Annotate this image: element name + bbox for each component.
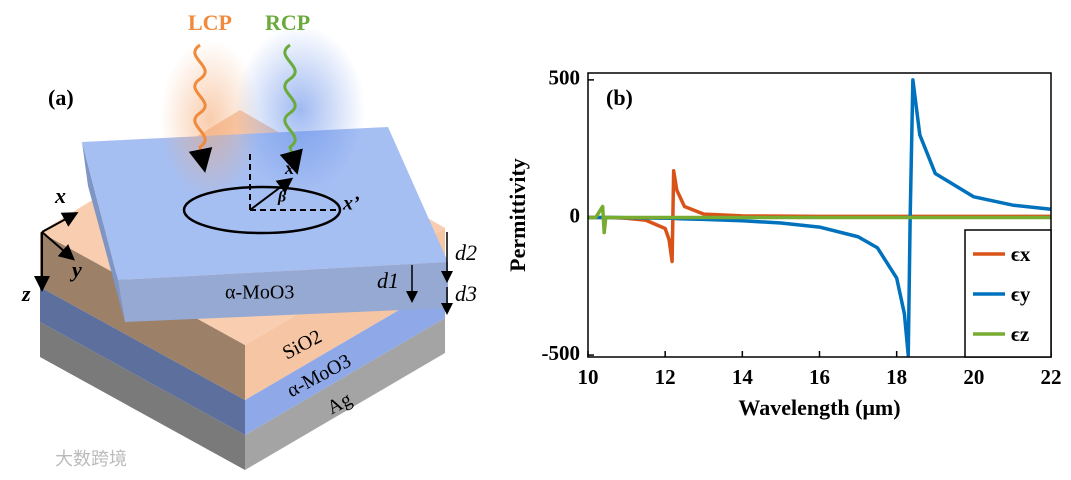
- panel-label: (a): [48, 85, 74, 110]
- thickness-label: d1: [377, 268, 399, 293]
- panel-label: (b): [606, 85, 633, 110]
- x-tick-label: 10: [578, 365, 599, 389]
- legend-label: ϵz: [1011, 322, 1029, 346]
- axis-arrow: [41, 212, 79, 233]
- angle-label: β: [277, 189, 287, 206]
- legend-label: ϵx: [1011, 242, 1031, 266]
- axis-label: x’: [342, 193, 360, 215]
- x-tick-label: 18: [886, 365, 907, 389]
- axis-label: y: [69, 257, 82, 282]
- glow: [160, 40, 260, 200]
- x-tick-label: 12: [655, 365, 676, 389]
- panel-b: 10 12 14 16 18 20 22 -500 0 500 ϵx ϵy ϵz (b) Wavelengt…: [505, 66, 1061, 420]
- glow: [235, 25, 365, 195]
- x-tick-label: 22: [1041, 365, 1062, 389]
- ag-right: [245, 318, 445, 470]
- x-axis-label: Wavelength (μm): [738, 395, 900, 420]
- x-tick-label: 20: [963, 365, 984, 389]
- slab-front: [118, 262, 448, 322]
- panel-a: (a) LCP RCP x y z x x’ β d1 d2 d3 α-MoO3…: [21, 10, 477, 470]
- x-tick-label: 14: [732, 365, 754, 389]
- lcp-label: LCP: [188, 10, 232, 35]
- ag-left: [40, 322, 245, 470]
- y-tick-label: 500: [549, 66, 581, 90]
- rcp-label: RCP: [265, 10, 310, 35]
- axis-label: x: [284, 158, 294, 178]
- axis-label: z: [21, 281, 31, 306]
- slab-left: [82, 142, 125, 322]
- thickness-label: d2: [455, 240, 477, 265]
- line-series: [588, 204, 1051, 235]
- plot-frame: [587, 72, 1052, 358]
- layer-label: α-MoO3: [225, 282, 294, 304]
- thickness-label: d3: [455, 281, 477, 306]
- legend-label: ϵy: [1011, 282, 1031, 306]
- watermark: 大数跨境: [55, 449, 127, 470]
- axis-arrow: [41, 231, 76, 261]
- arrow: [249, 177, 294, 211]
- y-tick-label: 0: [570, 203, 581, 227]
- y-tick-label: -500: [542, 341, 581, 365]
- lcp-wave: [188, 43, 213, 173]
- polarization-ellipse: [182, 185, 342, 235]
- x-tick-label: 16: [809, 365, 830, 389]
- axis-label: x: [54, 183, 66, 208]
- moo3-left: [40, 287, 245, 435]
- y-axis-label: Permittivity: [505, 158, 530, 272]
- rcp-wave: [279, 43, 303, 175]
- moo3-right: [245, 283, 445, 435]
